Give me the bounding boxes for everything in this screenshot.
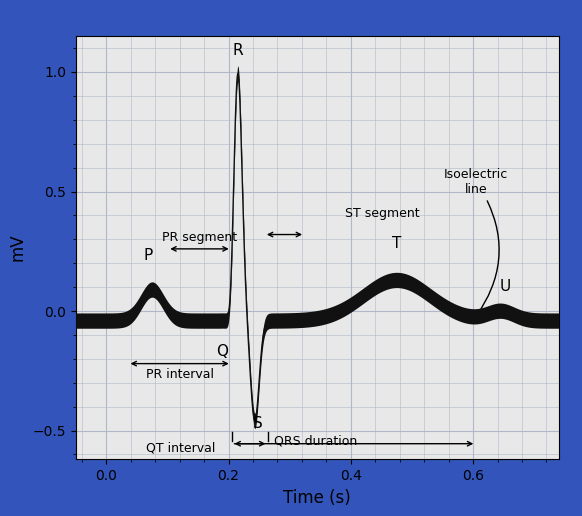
Text: PR interval: PR interval	[146, 368, 214, 381]
Y-axis label: mV: mV	[9, 234, 27, 262]
Text: R: R	[232, 43, 243, 58]
Text: QRS duration: QRS duration	[274, 435, 357, 448]
Text: Isoelectric
line: Isoelectric line	[444, 168, 508, 317]
Text: T: T	[392, 236, 402, 251]
Text: Q: Q	[217, 345, 229, 360]
Text: U: U	[499, 279, 510, 294]
Text: QT interval: QT interval	[146, 442, 215, 455]
Text: PR segment: PR segment	[162, 231, 237, 244]
Text: ST segment: ST segment	[345, 207, 420, 220]
Text: P: P	[143, 248, 152, 263]
X-axis label: Time (s): Time (s)	[283, 489, 351, 507]
Text: S: S	[253, 416, 262, 431]
